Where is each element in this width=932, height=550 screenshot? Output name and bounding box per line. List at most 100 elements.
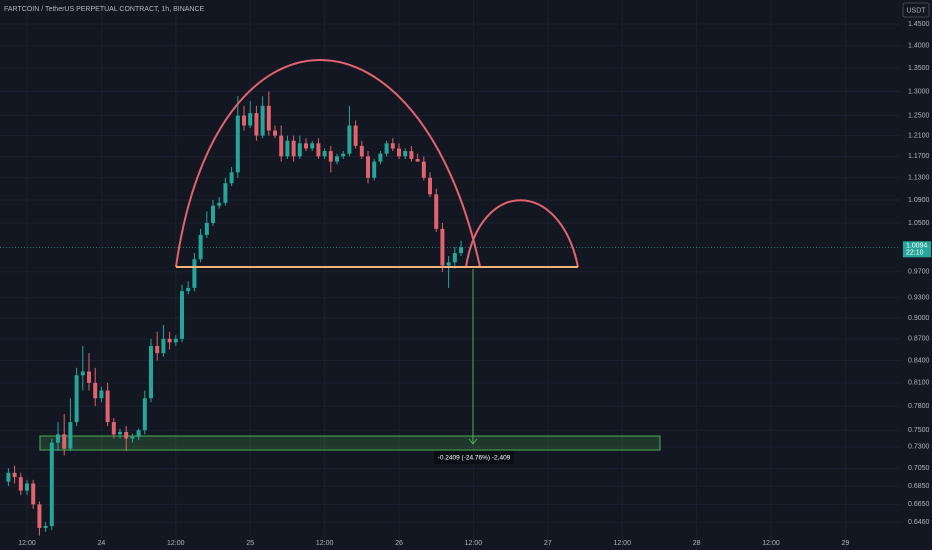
candle-body bbox=[254, 113, 259, 136]
y-tick-label: 0.7300 bbox=[908, 444, 930, 451]
candle-body bbox=[328, 151, 333, 162]
candle-body bbox=[322, 151, 327, 157]
y-tick-label: 1.4000 bbox=[908, 43, 930, 50]
candle-body bbox=[192, 259, 197, 288]
candle-body bbox=[223, 183, 228, 203]
y-tick-label: 0.9000 bbox=[908, 315, 930, 322]
axes: 1.4500 1.4000 1.3500 1.3000 1.2500 1.2100 1.17… bbox=[18, 21, 931, 547]
candle-body bbox=[25, 483, 30, 491]
y-tick-label: 1.4500 bbox=[908, 21, 930, 28]
candle-body bbox=[235, 115, 240, 173]
candle-body bbox=[440, 228, 445, 266]
candle-body bbox=[37, 504, 42, 528]
candle-body bbox=[372, 161, 377, 178]
y-tick-label: 1.2100 bbox=[908, 132, 930, 139]
y-tick-label: 0.8700 bbox=[908, 336, 930, 343]
y-tick-label: 0.7500 bbox=[908, 427, 930, 434]
candle-body bbox=[421, 161, 426, 178]
candle-body bbox=[180, 291, 185, 339]
x-tick-label: 28 bbox=[693, 540, 701, 547]
candle-body bbox=[316, 143, 321, 157]
candle-body bbox=[310, 143, 315, 149]
x-tick-label: 12:00 bbox=[316, 540, 334, 547]
x-tick-label: 12:00 bbox=[18, 540, 36, 547]
candle-body bbox=[161, 338, 166, 354]
grid bbox=[0, 0, 900, 550]
x-tick-label: 29 bbox=[842, 540, 850, 547]
target-zone bbox=[39, 435, 661, 451]
candle-body bbox=[452, 253, 457, 263]
candle-body bbox=[105, 390, 110, 423]
y-tick-label: 1.0900 bbox=[908, 197, 930, 204]
candle-body bbox=[80, 371, 85, 376]
candle-body bbox=[434, 194, 439, 229]
candles bbox=[0, 91, 900, 536]
candle-body bbox=[260, 105, 265, 136]
candle-body bbox=[186, 287, 191, 292]
candle-body bbox=[124, 431, 129, 439]
candle-body bbox=[62, 434, 67, 449]
candle-body bbox=[341, 153, 346, 157]
candle-body bbox=[130, 436, 135, 439]
candle-body bbox=[229, 172, 234, 184]
y-tick-label: 0.6460 bbox=[908, 519, 930, 526]
candle-body bbox=[18, 477, 23, 491]
y-tick-label: 1.2500 bbox=[908, 112, 930, 119]
candle-body bbox=[273, 130, 278, 136]
y-tick-label: 0.7050 bbox=[908, 465, 930, 472]
candle-body bbox=[304, 143, 309, 149]
y-tick-label: 0.6650 bbox=[908, 501, 930, 508]
y-tick-label: 1.3000 bbox=[908, 88, 930, 95]
candle-body bbox=[49, 442, 54, 527]
candle-body bbox=[198, 234, 203, 260]
candle-body bbox=[409, 151, 414, 159]
candle-body bbox=[242, 115, 247, 126]
candle-body bbox=[74, 375, 79, 423]
y-tick-label: 1.0500 bbox=[908, 220, 930, 227]
candle-body bbox=[279, 135, 284, 157]
candle-body bbox=[6, 472, 11, 482]
candle-body bbox=[93, 382, 98, 399]
x-tick-label: 27 bbox=[544, 540, 552, 547]
y-tick-label: 0.7800 bbox=[908, 403, 930, 410]
candle-body bbox=[173, 338, 178, 343]
candle-body bbox=[347, 125, 352, 154]
candle-body bbox=[118, 431, 123, 435]
candle-body bbox=[149, 345, 154, 399]
y-tick-label: 1.1700 bbox=[908, 153, 930, 160]
candle-body bbox=[155, 345, 160, 354]
candle-body bbox=[291, 140, 296, 157]
x-tick-label: 12:00 bbox=[613, 540, 631, 547]
candle-body bbox=[415, 158, 420, 162]
candle-body bbox=[459, 247, 464, 254]
candle-body bbox=[68, 422, 73, 449]
candle-body bbox=[43, 526, 48, 528]
currency-box bbox=[902, 2, 930, 18]
last-price-label: 1.0094 bbox=[906, 243, 928, 250]
measure-arrowhead bbox=[468, 438, 478, 445]
candle-body bbox=[353, 125, 358, 146]
candle-body bbox=[390, 143, 395, 149]
candle-body bbox=[56, 434, 61, 443]
measure-box bbox=[434, 451, 514, 464]
y-tick-label: 1.3500 bbox=[908, 65, 930, 72]
candle-body bbox=[167, 338, 172, 343]
candle-body bbox=[31, 483, 36, 505]
handle-arc bbox=[465, 199, 579, 268]
candle-body bbox=[266, 105, 271, 131]
x-tick-label: 12:00 bbox=[465, 540, 483, 547]
candle-body bbox=[111, 422, 116, 435]
candle-body bbox=[87, 371, 92, 383]
candle-body bbox=[378, 153, 383, 162]
y-tick-label: 0.8400 bbox=[908, 357, 930, 364]
candle-body bbox=[403, 151, 408, 157]
candle-body bbox=[217, 202, 222, 206]
x-tick-label: 12:00 bbox=[762, 540, 780, 547]
candle-body bbox=[384, 143, 389, 154]
candle-body bbox=[136, 430, 141, 437]
y-tick-label: 0.8100 bbox=[908, 380, 930, 387]
candle-body bbox=[428, 177, 433, 195]
candle-body bbox=[211, 205, 216, 223]
